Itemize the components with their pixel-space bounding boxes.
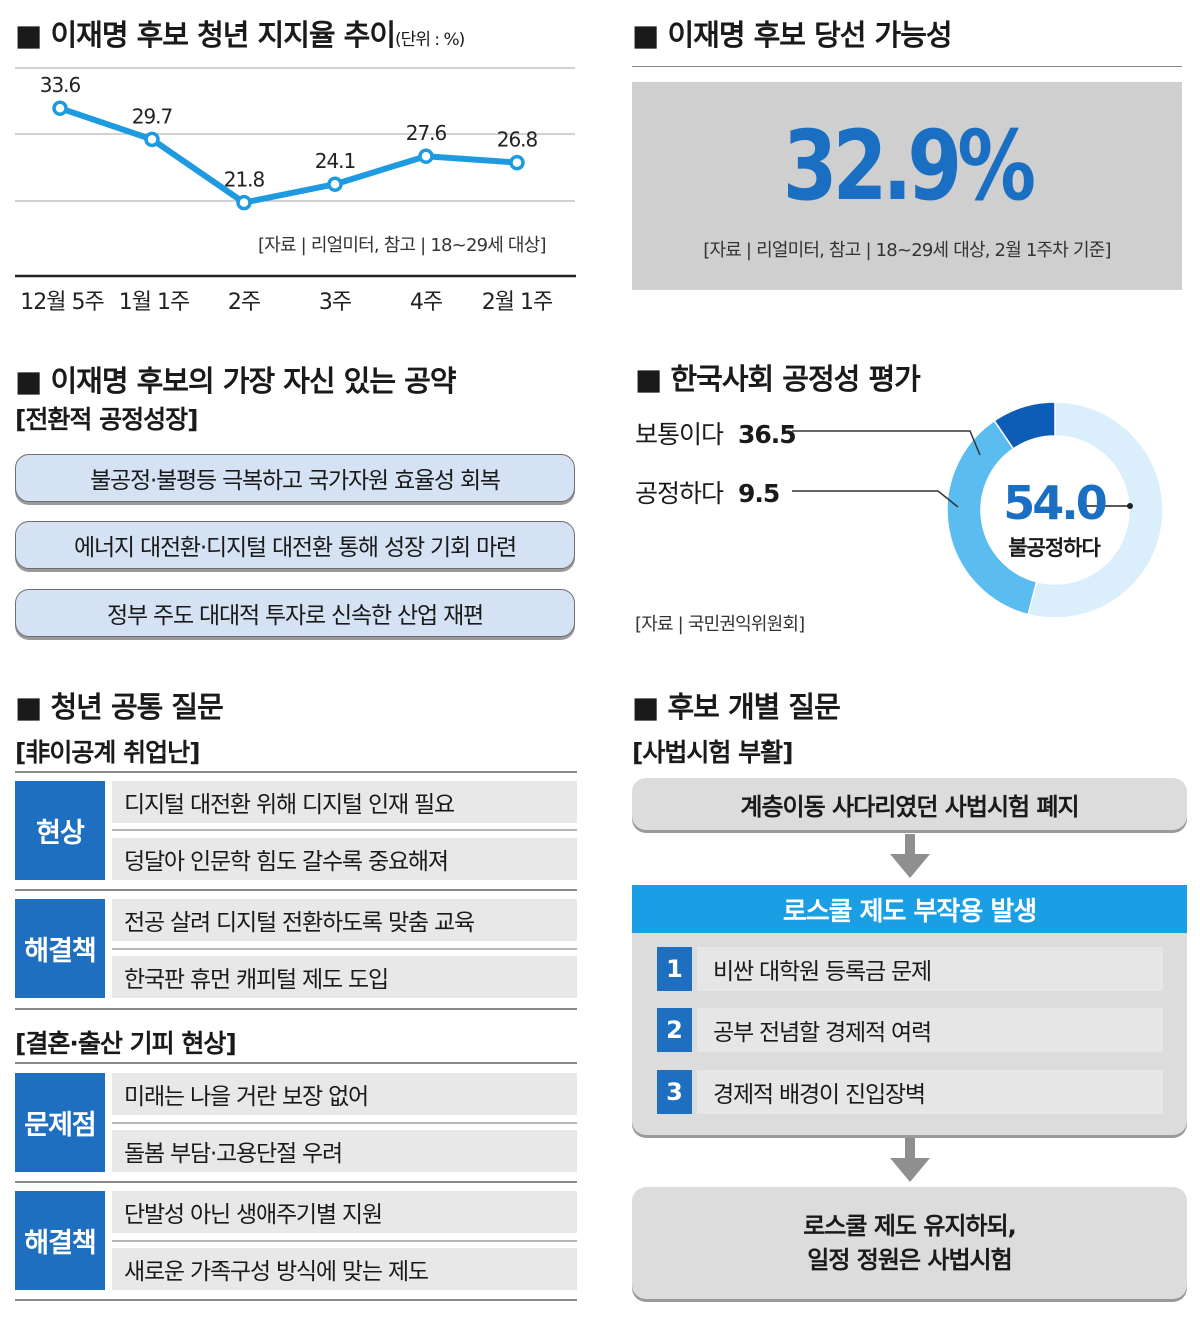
divider: [15, 889, 577, 891]
solution-item: 새로운 가족구성 방식에 맞는 제도: [112, 1248, 577, 1290]
item-divider: [112, 1122, 577, 1124]
probability-value: 32.9%: [782, 110, 1036, 222]
trend-title: ■ 이재명 후보 청년 지지율 추이(단위 : %): [15, 12, 465, 54]
solution-item: 단발성 아닌 생애주기별 지원: [112, 1191, 577, 1233]
divider: [15, 1181, 577, 1183]
fair-value: 9.5: [737, 479, 780, 508]
common-sub1: [非이공계 취업난]: [15, 738, 201, 767]
unfair-leader-dot: [1127, 503, 1133, 509]
situation-item: 덩달아 인문학 힘도 갈수록 중요해져: [112, 838, 577, 880]
trend-unit: (단위 : %): [395, 30, 465, 50]
donut-slices: [946, 401, 1164, 619]
data-label: 21.8: [224, 168, 265, 192]
probability-divider: [632, 66, 1182, 67]
donut-slice: [1027, 401, 1164, 619]
line-point: [509, 154, 525, 171]
number-badge: 1: [657, 947, 692, 991]
individual-title: ■ 후보 개별 질문: [632, 690, 841, 724]
number-badge: 3: [657, 1070, 692, 1114]
normal-label: 보통이다: [635, 420, 724, 449]
data-label: 26.8: [497, 128, 538, 152]
donut-chart: [792, 401, 1164, 619]
common-sub2: [결혼·출산 기피 현상]: [15, 1029, 237, 1058]
situation-item: 디지털 대전환 위해 디지털 인재 필요: [112, 781, 577, 823]
line-point: [52, 100, 68, 116]
pledge-title: ■ 이재명 후보의 가장 자신 있는 공약: [15, 364, 456, 398]
data-label: 33.6: [40, 73, 81, 97]
final-line-2: 일정 정원은 사법시험: [807, 1246, 1012, 1274]
normal-leader-line: [792, 430, 981, 456]
fairness-source: [자료 | 국민권익위원회]: [635, 614, 805, 635]
chart-grid: [15, 67, 575, 202]
x-tick-label: 12월 5주: [20, 290, 104, 315]
donut-slice: [946, 419, 1038, 616]
label-solution-2: 해결책: [15, 1191, 105, 1290]
data-label: 24.1: [315, 149, 356, 173]
flow-list-item: 경제적 배경이 진입장벽: [697, 1070, 1163, 1114]
x-tick-label: 4주: [410, 290, 443, 315]
solution-item: 한국판 휴먼 캐피털 제도 도입: [112, 956, 577, 998]
x-tick-label: 2주: [228, 290, 261, 315]
arrow-down-icon: [890, 834, 930, 878]
probability-source: [자료 | 리얼미터, 참고 | 18~29세 대상, 2월 1주차 기준]: [703, 240, 1111, 261]
pledge-item: 불공정·불평등 극복하고 국가자원 효율성 회복: [15, 454, 575, 502]
flow-list-item: 비싼 대학원 등록금 문제: [697, 947, 1163, 991]
label-problem: 문제점: [15, 1073, 105, 1172]
pledge-item: 에너지 대전환·디지털 대전환 통해 성장 기회 마련: [15, 521, 575, 569]
fair-legend: 공정하다 9.5: [635, 474, 780, 510]
x-tick-label: 3주: [319, 290, 352, 315]
flow-box-1: 계층이동 사다리였던 사법시험 폐지: [632, 778, 1187, 830]
data-label: 29.7: [132, 104, 173, 128]
flow-list-item: 공부 전념할 경제적 여력: [697, 1008, 1163, 1052]
label-situation: 현상: [15, 781, 105, 880]
probability-title: ■ 이재명 후보 당선 가능성: [632, 18, 953, 52]
normal-value: 36.5: [737, 420, 797, 449]
line-value-labels: 33.6 29.7 21.8 24.1 27.6 26.8: [40, 73, 539, 192]
x-tick-label: 1월 1주: [119, 290, 190, 315]
line-point: [236, 194, 252, 211]
data-label: 27.6: [406, 121, 447, 145]
divider: [15, 1062, 577, 1064]
divider: [15, 1299, 577, 1301]
line-point: [418, 148, 434, 164]
trend-title-text: ■ 이재명 후보 청년 지지율 추이: [15, 18, 396, 52]
flow-header: 로스쿨 제도 부작용 발생: [632, 885, 1187, 933]
label-solution: 해결책: [15, 899, 105, 998]
x-axis-ticks: 12월 5주 1월 1주 2주 3주 4주 2월 1주: [20, 290, 554, 315]
line-series: [57, 105, 520, 206]
unfair-value: 54.0: [1003, 476, 1108, 530]
line-point: [327, 176, 343, 192]
line-point: [144, 131, 160, 148]
x-tick-label: 2월 1주: [482, 290, 553, 315]
common-title: ■ 청년 공통 질문: [15, 690, 224, 724]
trend-source: [자료 | 리얼미터, 참고 | 18~29세 대상]: [258, 235, 546, 256]
line-points: [52, 100, 525, 211]
individual-subtitle: [사법시험 부활]: [632, 738, 794, 767]
normal-legend: 보통이다 36.5: [635, 415, 797, 451]
item-divider: [112, 1240, 577, 1242]
donut-slice: [993, 401, 1056, 450]
item-divider: [112, 948, 577, 950]
item-divider: [112, 829, 577, 831]
pledge-item: 정부 주도 대대적 투자로 신속한 산업 재편: [15, 589, 575, 637]
divider: [15, 771, 577, 773]
solution-item: 전공 살려 디지털 전환하도록 맞춤 교육: [112, 899, 577, 941]
arrow-down-icon: [890, 1138, 930, 1182]
unfair-label: 불공정하다: [1008, 536, 1101, 560]
flow-box-3: 로스쿨 제도 유지하되, 일정 정원은 사법시험: [632, 1187, 1187, 1299]
number-badge: 2: [657, 1008, 692, 1052]
divider: [15, 1008, 577, 1010]
probability-panel: 32.9% [자료 | 리얼미터, 참고 | 18~29세 대상, 2월 1주차…: [632, 82, 1182, 290]
line-chart: 33.6 29.7 21.8 24.1 27.6 26.8 12월 5주 1월 1주 2주 3주…: [15, 67, 576, 315]
problem-item: 돌봄 부담·고용단절 우려: [112, 1130, 577, 1172]
fair-label: 공정하다: [635, 479, 724, 508]
problem-item: 미래는 나을 거란 보장 없어: [112, 1073, 577, 1115]
fair-leader-line: [792, 490, 959, 508]
final-line-1: 로스쿨 제도 유지하되,: [803, 1212, 1017, 1240]
fairness-title: ■ 한국사회 공정성 평가: [635, 362, 921, 396]
pledge-subtitle: [전환적 공정성장]: [15, 405, 199, 434]
